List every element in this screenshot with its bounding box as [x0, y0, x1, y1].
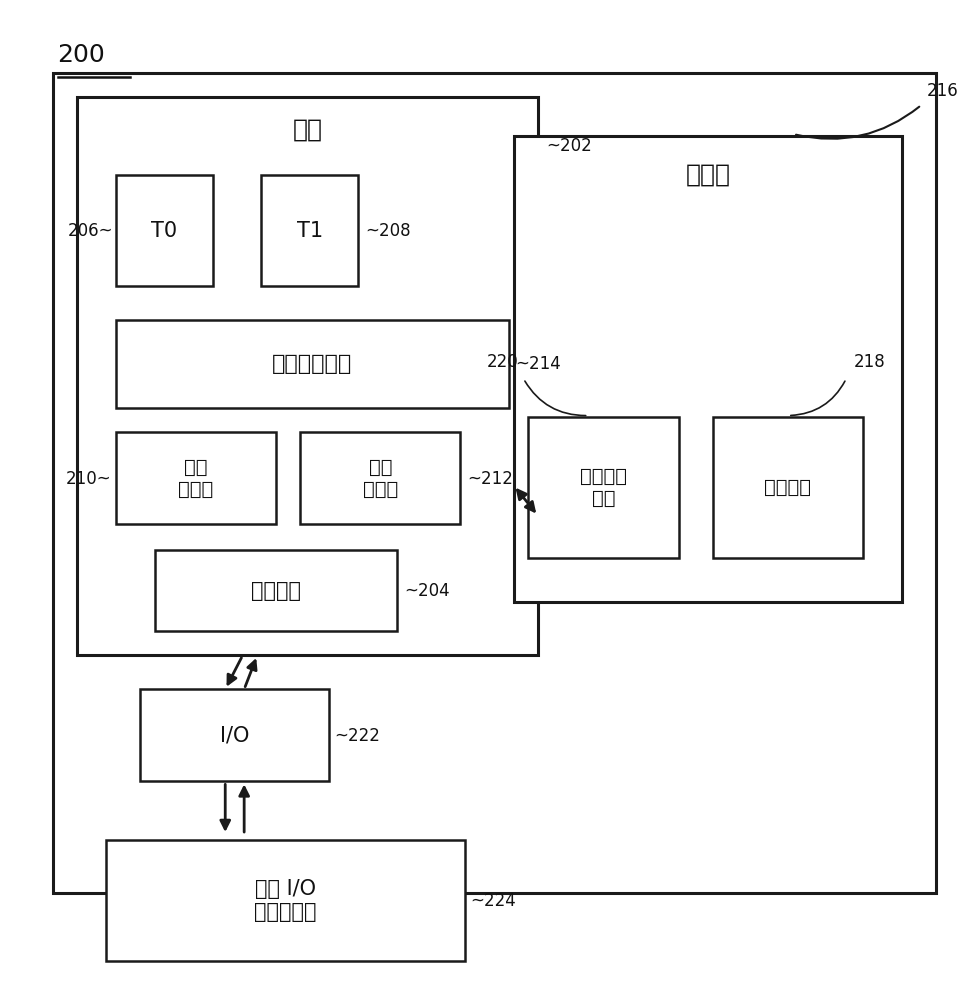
Text: ~212: ~212	[467, 470, 512, 488]
Text: I/O: I/O	[220, 725, 249, 745]
Bar	[300, 432, 460, 524]
Bar	[115, 432, 276, 524]
Bar	[53, 73, 935, 893]
Text: 200: 200	[58, 43, 106, 67]
Text: 唯一
寄存器: 唯一 寄存器	[362, 458, 397, 499]
Text: 210~: 210~	[66, 470, 111, 488]
Text: ~222: ~222	[333, 727, 379, 745]
Bar	[115, 175, 212, 286]
Text: T0: T0	[152, 221, 177, 241]
Bar	[140, 689, 329, 781]
Text: ~224: ~224	[469, 892, 515, 910]
Text: ~202: ~202	[546, 137, 591, 155]
Text: 206~: 206~	[67, 222, 112, 240]
Text: 公用
寄存器: 公用 寄存器	[178, 458, 213, 499]
Bar	[513, 136, 901, 602]
Text: 高速缓存: 高速缓存	[764, 478, 811, 497]
Text: ~214: ~214	[515, 355, 561, 373]
Text: 外部 I/O
设备和数据: 外部 I/O 设备和数据	[254, 879, 317, 922]
Text: T1: T1	[296, 221, 323, 241]
Bar	[261, 175, 358, 286]
Text: 216: 216	[925, 82, 957, 100]
Bar	[77, 97, 538, 655]
Bar	[155, 550, 397, 631]
Text: 控制公用
程序: 控制公用 程序	[579, 467, 627, 508]
Bar	[106, 840, 465, 961]
Text: 存储器: 存储器	[685, 163, 730, 187]
Text: 核心: 核心	[292, 117, 322, 141]
Bar	[528, 417, 678, 558]
Text: 高速缓存: 高速缓存	[250, 581, 300, 601]
Text: 218: 218	[853, 353, 885, 371]
Text: ~208: ~208	[365, 222, 411, 240]
Text: 220: 220	[486, 353, 518, 371]
Text: ~204: ~204	[404, 582, 449, 600]
Bar	[115, 320, 509, 408]
Text: 线程控制工具: 线程控制工具	[272, 354, 352, 374]
Bar	[712, 417, 863, 558]
